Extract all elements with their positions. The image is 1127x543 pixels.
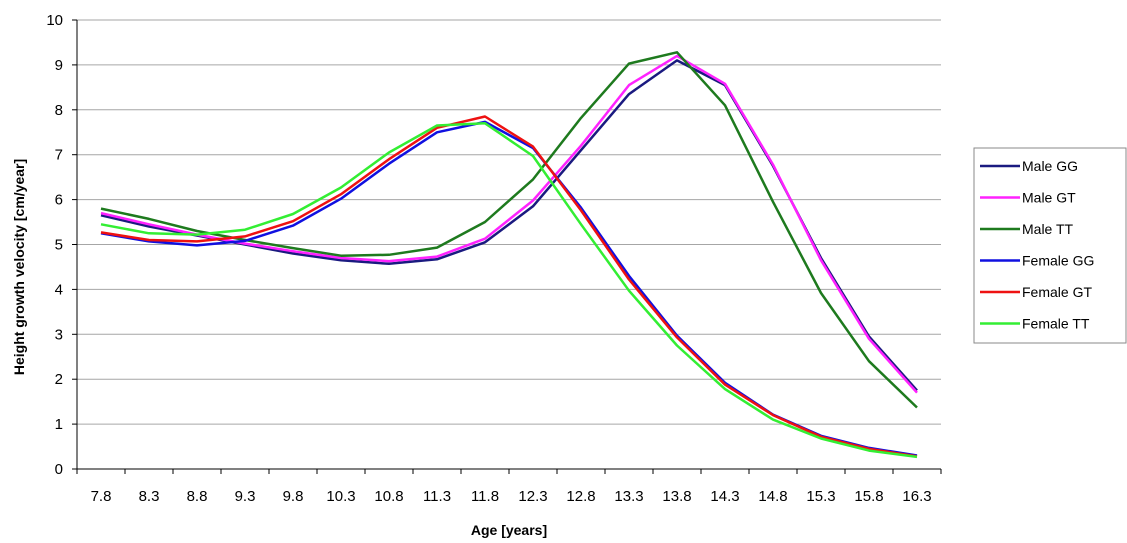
x-tick-label: 11.3 [423,488,451,505]
x-tick-label: 13.3 [614,488,643,505]
series-line [100,122,918,459]
x-tick-label: 11.8 [471,488,499,505]
y-tick-labels: 0 1 2 3 4 5 6 7 8 9 10 [46,12,63,478]
y-tick-label: 4 [55,281,63,298]
series-line [100,120,918,457]
series-line [100,51,918,409]
gridlines [72,19,941,470]
x-tick-label: 14.8 [758,488,787,505]
legend-label: Male GT [1022,190,1076,206]
y-tick-label: 1 [55,416,63,433]
x-tick-label: 15.3 [806,488,835,505]
legend-box [973,147,1127,344]
x-tick-label: 14.3 [710,488,739,505]
y-tick-label: 7 [55,147,63,164]
series-lines [100,51,918,459]
y-tick-label: 10 [46,12,63,29]
x-tick-label: 7.8 [91,488,112,505]
x-tick-labels: 7.8 8.3 8.8 9.3 9.8 10.3 10.8 11.3 11.8 12.3 12.8 1… [91,488,932,505]
legend-label: Female TT [1022,316,1090,332]
x-tick-label: 10.8 [374,488,403,505]
x-tick-label: 12.3 [518,488,547,505]
x-tick-label: 12.8 [566,488,595,505]
x-tick-label: 8.3 [139,488,160,505]
series-line [100,115,918,458]
legend-label: Male GG [1022,158,1078,174]
x-tick-label: 16.3 [902,488,931,505]
legend-label: Male TT [1022,221,1074,237]
x-tick-label: 8.8 [187,488,208,505]
y-tick-label: 8 [55,102,63,119]
x-tick-label: 15.8 [854,488,883,505]
axes [76,20,942,474]
y-tick-label: 0 [55,461,63,478]
y-tick-label: 6 [55,192,63,209]
y-axis-title: Height growth velocity [cm/year] [11,159,27,375]
legend-label: Female GT [1022,284,1092,300]
legend-label: Female GG [1022,253,1094,269]
y-tick-label: 2 [55,371,63,388]
x-axis-title: Age [years] [471,522,547,538]
x-tick-label: 13.8 [662,488,691,505]
legend: Male GG Male GT Male TT Female GG Female GT F… [973,147,1127,344]
x-tick-label: 10.3 [326,488,355,505]
y-tick-label: 5 [55,237,63,254]
x-tick-label: 9.8 [283,488,304,505]
y-tick-label: 9 [55,57,63,74]
y-tick-label: 3 [55,326,63,343]
x-tick-label: 9.3 [235,488,256,505]
